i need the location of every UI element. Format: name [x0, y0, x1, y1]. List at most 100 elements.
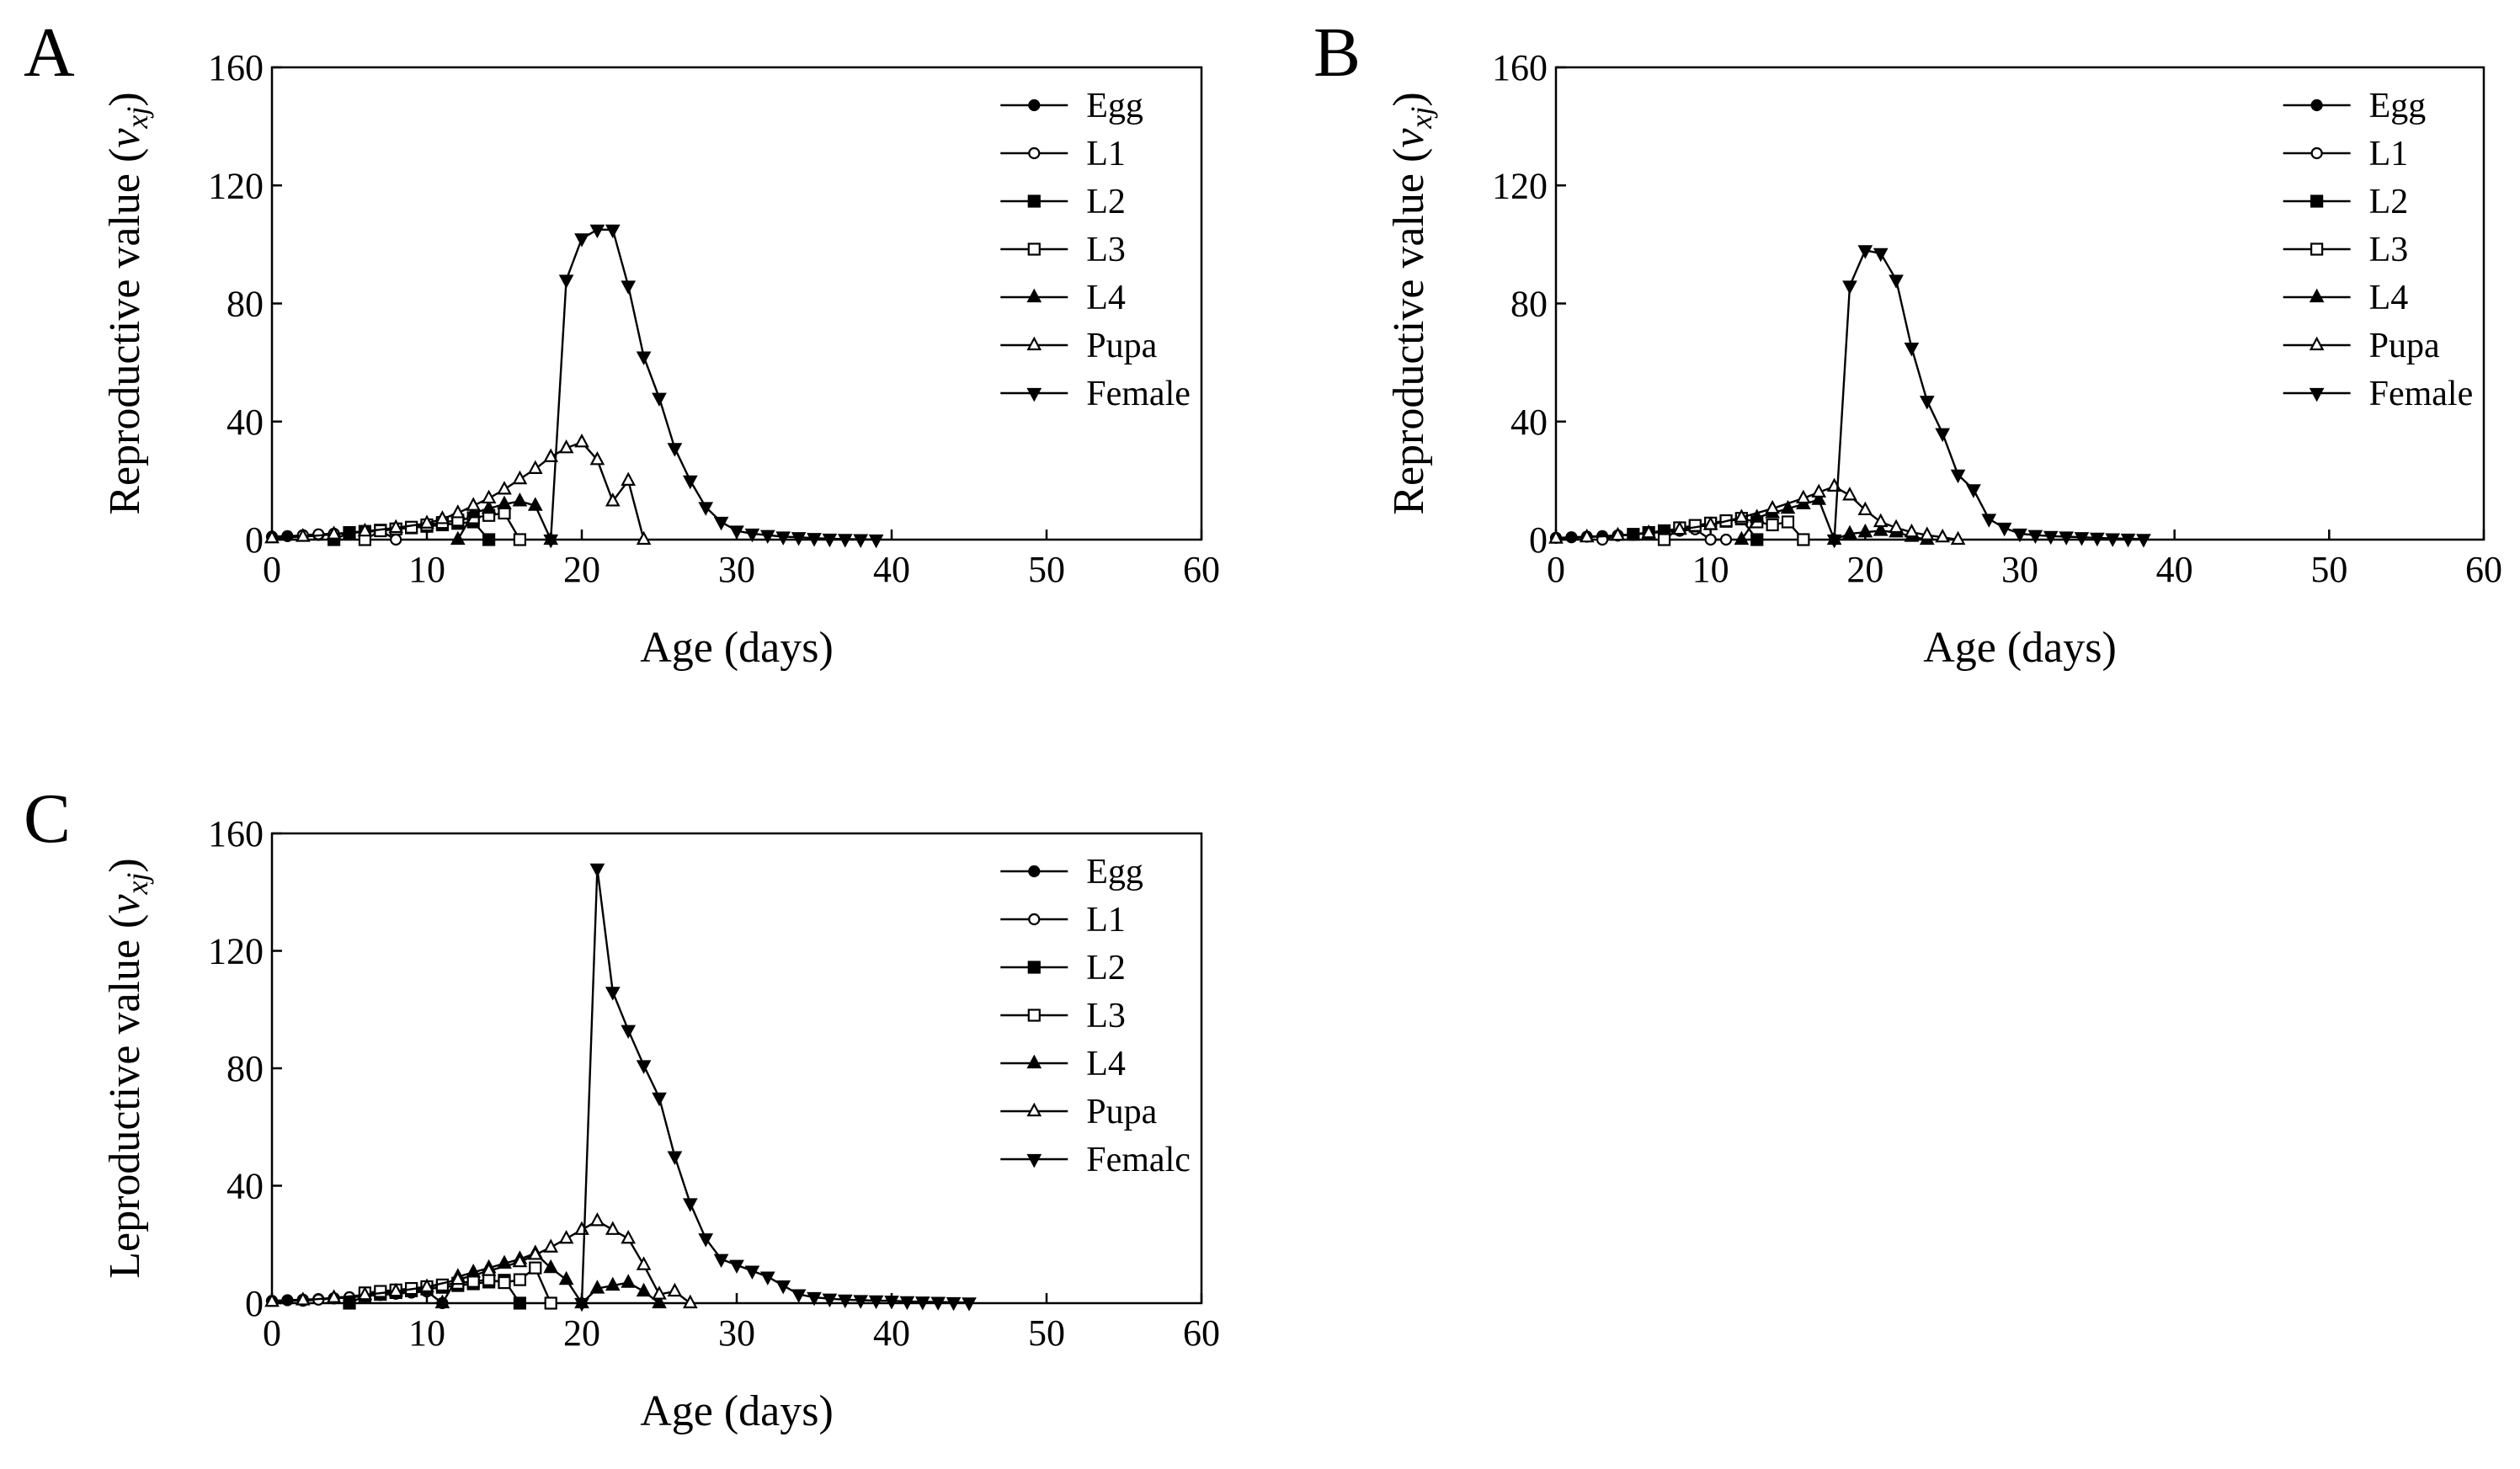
x-tick-label: 50 — [2310, 549, 2347, 590]
data-point — [419, 1278, 434, 1292]
data-point — [481, 489, 497, 504]
data-point — [713, 1253, 729, 1269]
data-point — [1749, 508, 1765, 523]
data-point — [2074, 532, 2090, 546]
legend-marker — [2309, 336, 2325, 351]
data-point — [390, 533, 402, 546]
data-point — [1950, 530, 1966, 546]
data-point — [636, 530, 652, 546]
legend-item: Pupa — [2283, 327, 2440, 365]
data-point — [1811, 483, 1827, 498]
plot-frame — [270, 66, 1203, 541]
legend-label: L4 — [2369, 279, 2409, 317]
legend-marker — [1026, 288, 1042, 303]
x-tick-label: 30 — [2001, 549, 2038, 590]
data-point — [497, 495, 512, 510]
data-point — [1610, 526, 1626, 541]
data-point — [1919, 396, 1935, 410]
data-point — [605, 492, 621, 507]
data-point — [1873, 247, 1889, 263]
legend-marker — [1026, 1054, 1042, 1069]
data-point — [636, 1282, 652, 1297]
y-axis-title: Reproductive value (vxj) — [1385, 92, 1438, 514]
data-point — [434, 1294, 450, 1309]
data-point — [2059, 531, 2074, 546]
data-point — [621, 280, 637, 295]
legend-item: L1 — [2283, 135, 2409, 173]
panel-letter: B — [1313, 13, 1361, 92]
y-axis-title: Leproductive value (vxj) — [101, 858, 154, 1279]
data-point — [868, 1295, 884, 1310]
data-point — [914, 1296, 930, 1311]
data-point — [527, 1246, 543, 1260]
y-tick-label: 160 — [208, 47, 264, 88]
legend-item: L2 — [1000, 949, 1126, 987]
legend-label: L1 — [2369, 135, 2409, 173]
data-point — [791, 532, 807, 546]
legend-item: L3 — [2283, 231, 2408, 269]
data-point — [543, 1238, 559, 1253]
data-point — [775, 1280, 791, 1295]
x-tick-label: 40 — [2156, 549, 2193, 590]
legend-item: L4 — [1000, 1045, 1126, 1083]
legend-marker — [1026, 1102, 1042, 1117]
legend-item: Egg — [2283, 87, 2426, 125]
data-point — [899, 1296, 915, 1311]
data-point — [450, 504, 466, 519]
data-point — [1672, 520, 1687, 535]
legend-label: Female — [2369, 375, 2474, 413]
data-point — [527, 460, 543, 474]
legend-label: Egg — [1086, 853, 1143, 892]
data-point — [466, 1275, 480, 1288]
y-tick-label: 120 — [1492, 165, 1548, 206]
data-point — [2105, 533, 2121, 547]
data-point — [512, 492, 528, 507]
data-point — [388, 1282, 404, 1297]
data-point — [512, 1253, 528, 1268]
data-point — [1641, 524, 1657, 539]
series-female — [1826, 245, 2151, 549]
data-point — [605, 1221, 621, 1235]
legend-marker — [1027, 961, 1041, 974]
data-point — [2012, 528, 2027, 543]
data-point — [682, 475, 698, 490]
data-point — [775, 531, 791, 546]
legend-label: L3 — [1086, 231, 1126, 269]
x-tick-label: 20 — [1846, 549, 1883, 590]
legend-marker — [1026, 1153, 1042, 1168]
data-point — [589, 451, 605, 466]
data-point — [343, 1296, 356, 1310]
data-point — [558, 1270, 574, 1285]
data-point — [1765, 499, 1780, 514]
y-tick-label: 120 — [208, 165, 264, 206]
legend-marker — [2309, 288, 2325, 303]
legend: Egg L1 L2 L3 L4 Pupa Female — [2283, 87, 2474, 413]
data-point — [837, 534, 853, 548]
data-point — [962, 1297, 977, 1312]
data-point — [295, 528, 311, 542]
data-point — [652, 1092, 667, 1107]
series-l4 — [434, 1244, 667, 1309]
data-point — [1704, 533, 1717, 546]
data-point — [1842, 487, 1857, 501]
data-point — [1981, 514, 1997, 528]
legend-label: L2 — [1086, 949, 1126, 987]
data-point — [513, 1296, 527, 1310]
data-point — [1842, 524, 1857, 540]
data-point — [1826, 534, 1842, 549]
data-point — [930, 1296, 946, 1311]
data-point — [481, 1262, 497, 1276]
legend-marker — [2310, 194, 2324, 208]
data-point — [667, 443, 683, 457]
data-point — [1919, 526, 1935, 540]
data-point — [2136, 534, 2151, 548]
data-point — [1889, 519, 1904, 534]
data-point — [466, 504, 482, 519]
data-point — [759, 530, 775, 545]
legend-item: Femalc — [1000, 1141, 1191, 1179]
legend-label: Pupa — [1086, 327, 1157, 365]
legend-label: L3 — [1086, 997, 1126, 1035]
data-point — [281, 530, 294, 542]
data-point — [544, 1296, 557, 1310]
x-tick-label: 50 — [1028, 1312, 1065, 1354]
